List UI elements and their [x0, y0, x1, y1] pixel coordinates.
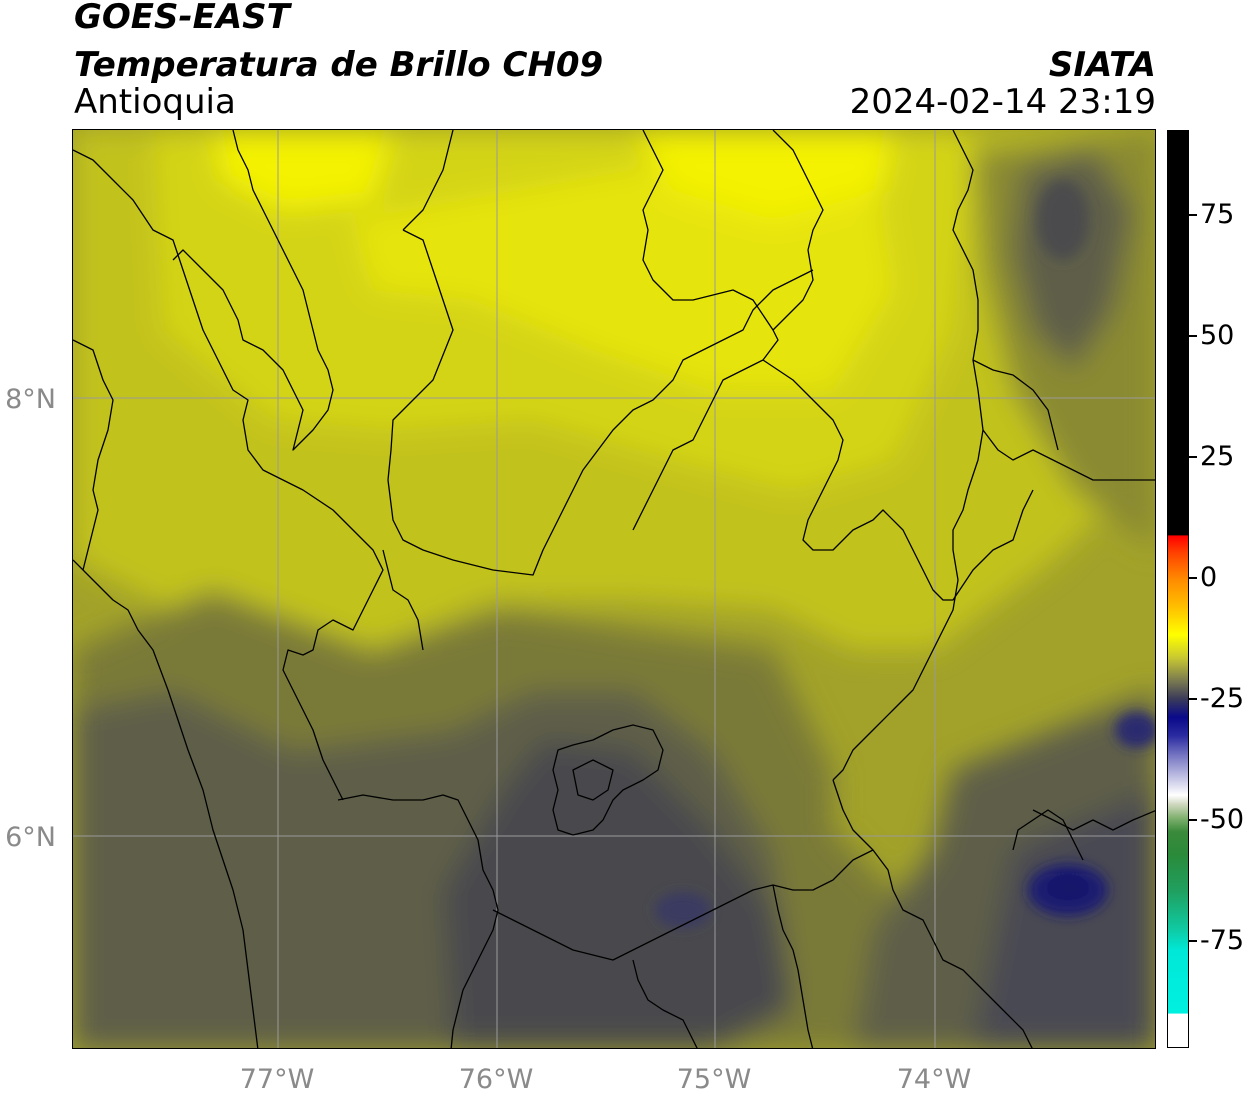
lon-label-77w: 77°W [239, 1064, 315, 1095]
border-northeast-loop [972, 359, 1059, 451]
border-east-lower [1032, 809, 1155, 831]
cell-navy-east [1115, 712, 1155, 748]
border-cordoba [402, 130, 454, 231]
coastline-gulf-inner [172, 130, 334, 451]
colorbar-label-25: 25 [1200, 441, 1235, 472]
border-north-coast [382, 549, 424, 651]
colorbar-tick-75 [1189, 214, 1197, 216]
border-southwest [337, 794, 499, 1048]
colorbar-tick-minus-50 [1189, 819, 1197, 821]
border-sucre-bolivar [632, 314, 779, 531]
lat-label-6n: 6°N [5, 822, 56, 853]
timestamp-label: 2024-02-14 23:19 [849, 82, 1156, 122]
colorbar-label-0: 0 [1200, 562, 1218, 593]
border-east-main [832, 130, 984, 781]
border-south-right [772, 884, 814, 1048]
border-south-antioquia [832, 779, 1033, 1048]
lon-label-76w: 76°W [458, 1064, 534, 1095]
colorbar-tick-minus-25 [1189, 698, 1197, 700]
colorbar-tick-25 [1189, 456, 1197, 458]
border-metro-area [552, 724, 664, 836]
colorbar-label-minus-50: -50 [1200, 804, 1245, 835]
border-cordoba-sucre [642, 130, 764, 316]
field-bright-yellow-top-left [213, 130, 393, 210]
border-bolivar [772, 130, 824, 331]
lon-label-75w: 75°W [676, 1064, 752, 1095]
field-dark-grey-southeast [973, 790, 1155, 1048]
border-metro-inner [572, 759, 614, 801]
graticule [73, 130, 1155, 1048]
coastline-northwest [73, 339, 114, 571]
colorbar-label-75: 75 [1200, 199, 1235, 230]
border-bolivar-east [762, 359, 1034, 601]
colorbar [1167, 130, 1189, 1048]
map-subtitle-region: Antioquia [74, 82, 236, 122]
border-southeast-loop [1012, 809, 1084, 861]
colorbar-tick-minus-75 [1189, 940, 1197, 942]
field-bright-yellow-top-right [633, 130, 893, 220]
organization-label: SIATA [1048, 45, 1156, 85]
field-dark-grey-south [443, 740, 793, 1048]
colorbar-label-50: 50 [1200, 320, 1235, 351]
cell-dark-grey-northeast [1037, 180, 1089, 260]
map-title-product: Temperatura de Brillo CH09 [74, 45, 604, 85]
border-south-center [492, 849, 874, 961]
map-title-satellite: GOES-EAST [74, 0, 290, 37]
cell-navy-southeast-core [1046, 876, 1090, 900]
lon-label-74w: 74°W [896, 1064, 972, 1095]
border-antioquia-north [387, 229, 814, 576]
cell-navy-south [655, 892, 711, 928]
field-bright-yellow-center [353, 160, 893, 390]
map-frame [72, 129, 1156, 1049]
coastline-west [73, 559, 259, 1048]
boundaries [73, 130, 1155, 1048]
colorbar-tick-0 [1189, 577, 1197, 579]
border-south-lower [632, 959, 698, 1048]
lat-label-8n: 8°N [5, 384, 56, 415]
coastline-uraba [73, 149, 384, 801]
colorbar-label-minus-75: -75 [1200, 925, 1245, 956]
border-east-northeast [982, 429, 1155, 481]
brightness-temperature-map [73, 130, 1155, 1048]
colorbar-label-minus-25: -25 [1200, 683, 1245, 714]
colorbar-tick-50 [1189, 335, 1197, 337]
